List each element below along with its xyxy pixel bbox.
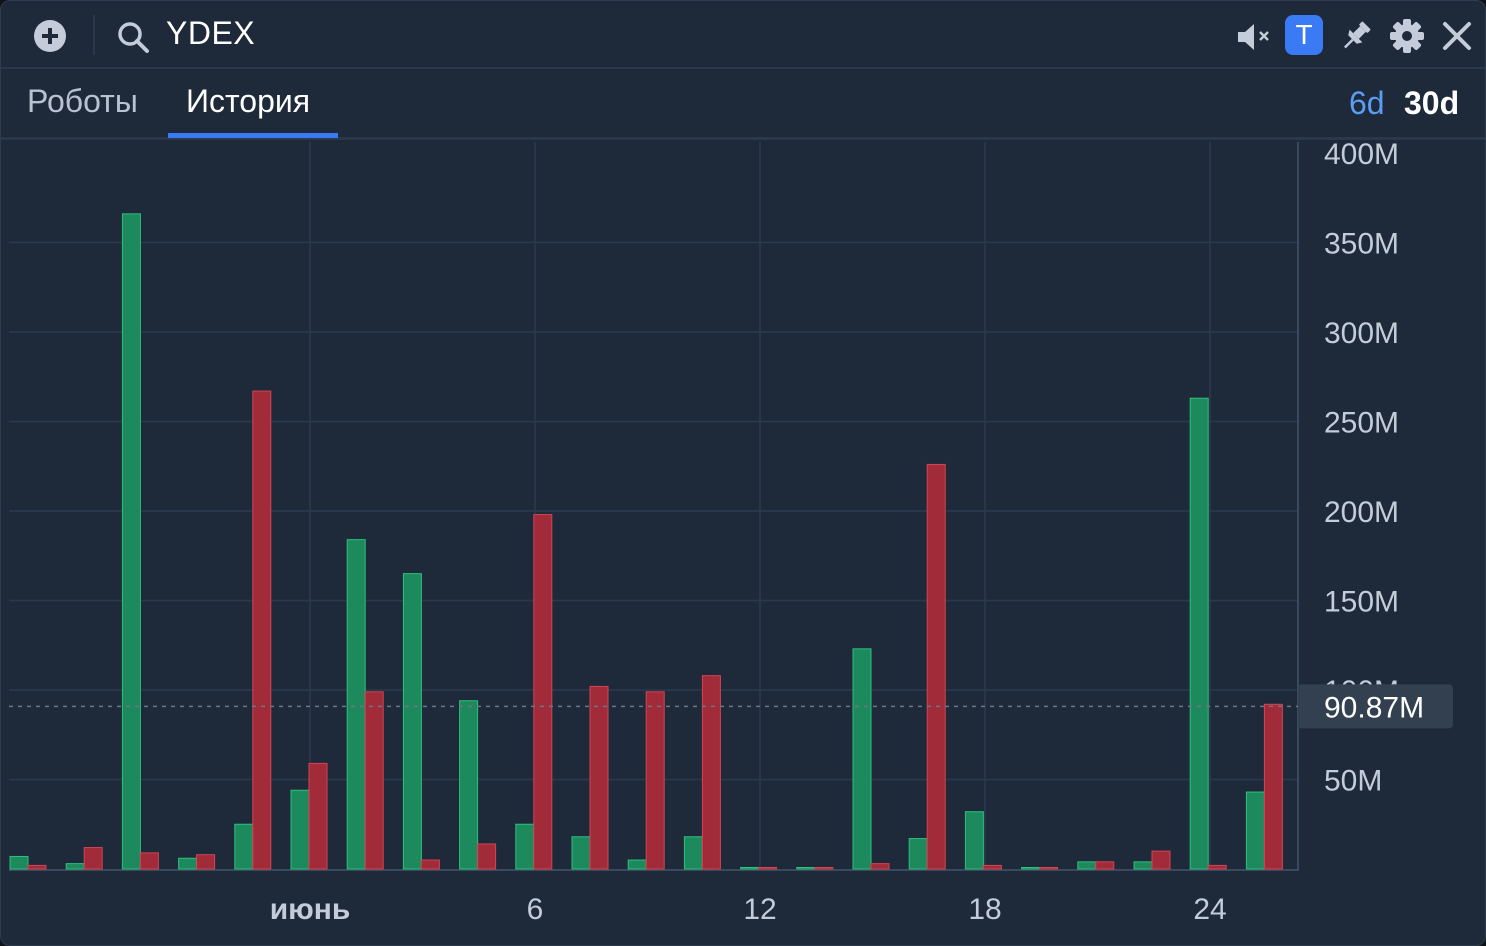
header-bar: YDEX T xyxy=(1,1,1485,69)
buy-volume-bar xyxy=(346,539,366,870)
tab-history[interactable]: История xyxy=(186,83,311,119)
sell-volume-bar xyxy=(1039,867,1059,870)
period-30d-button[interactable]: 30d xyxy=(1404,85,1460,121)
tab-bar: Роботы История xyxy=(1,69,1485,140)
sell-volume-bar xyxy=(1151,850,1171,870)
tab-robots[interactable]: Роботы xyxy=(27,83,138,119)
current-value-badge xyxy=(1298,684,1453,729)
sell-volume-bar xyxy=(27,864,47,870)
broker-badge[interactable]: T xyxy=(1285,15,1323,55)
ticker-symbol[interactable]: YDEX xyxy=(166,15,256,51)
buy-volume-bar xyxy=(627,859,647,870)
buy-volume-bar xyxy=(1245,791,1265,870)
buy-volume-bar xyxy=(65,863,85,870)
buy-volume-bar xyxy=(9,855,29,870)
sell-volume-bar xyxy=(252,390,272,870)
x-tick-label: 6 xyxy=(527,893,544,926)
y-tick-label: 400M xyxy=(1324,138,1399,171)
buy-volume-bar xyxy=(571,836,591,870)
header-separator xyxy=(93,15,95,55)
buy-volume-bar xyxy=(1021,867,1041,870)
y-tick-label: 200M xyxy=(1324,496,1399,529)
settings-gear-icon[interactable] xyxy=(1387,16,1427,56)
buy-volume-bar xyxy=(178,857,198,870)
search-icon[interactable] xyxy=(113,17,153,57)
sell-volume-bar xyxy=(701,675,721,870)
x-tick-label: июнь xyxy=(270,893,351,926)
sell-volume-bar xyxy=(420,859,440,870)
buy-volume-bar xyxy=(515,823,535,870)
buy-volume-bar xyxy=(121,213,141,870)
sell-volume-bar xyxy=(364,691,384,870)
sell-volume-bar xyxy=(870,863,890,870)
buy-volume-bar xyxy=(908,838,928,870)
buy-volume-bar xyxy=(234,823,254,870)
buy-volume-bar xyxy=(290,789,310,870)
sell-volume-bar xyxy=(477,843,497,870)
sell-volume-bar xyxy=(814,867,834,870)
y-tick-label: 50M xyxy=(1324,765,1382,798)
buy-volume-bar xyxy=(1077,861,1097,870)
y-tick-label: 250M xyxy=(1324,407,1399,440)
buy-volume-bar xyxy=(964,811,984,870)
mute-speaker-icon[interactable] xyxy=(1235,19,1275,55)
x-tick-label: 12 xyxy=(743,893,776,926)
sell-volume-bar xyxy=(982,864,1002,870)
x-tick-label: 18 xyxy=(968,893,1001,926)
close-icon[interactable] xyxy=(1439,18,1475,54)
buy-volume-bar xyxy=(796,867,816,870)
active-tab-indicator xyxy=(168,133,338,138)
y-tick-label: 150M xyxy=(1324,586,1399,619)
sell-volume-bar xyxy=(1095,861,1115,870)
buy-volume-bar xyxy=(459,700,479,870)
add-circle-icon[interactable] xyxy=(31,17,69,55)
x-tick-label: 24 xyxy=(1193,893,1226,926)
sell-volume-bar xyxy=(308,762,328,870)
pin-icon[interactable] xyxy=(1337,17,1375,55)
sell-volume-bar xyxy=(139,852,159,870)
y-tick-label: 350M xyxy=(1324,228,1399,261)
sell-volume-bar xyxy=(533,514,553,870)
sell-volume-bar xyxy=(83,847,103,870)
y-tick-label: 300M xyxy=(1324,317,1399,350)
sell-volume-bar xyxy=(1207,864,1227,870)
buy-volume-bar xyxy=(1189,397,1209,870)
sell-volume-bar xyxy=(1263,703,1283,870)
period-6d-button[interactable]: 6d xyxy=(1349,85,1385,121)
buy-volume-bar xyxy=(402,573,422,870)
current-value-label: 90.87M xyxy=(1324,691,1424,724)
sell-volume-bar xyxy=(926,463,946,870)
sell-volume-bar xyxy=(196,854,216,870)
sell-volume-bar xyxy=(589,685,609,870)
buy-volume-bar xyxy=(852,648,872,870)
buy-volume-bar xyxy=(1133,861,1153,870)
buy-volume-bar xyxy=(740,867,760,870)
sell-volume-bar xyxy=(758,867,778,870)
sell-volume-bar xyxy=(645,691,665,870)
buy-volume-bar xyxy=(683,836,703,870)
